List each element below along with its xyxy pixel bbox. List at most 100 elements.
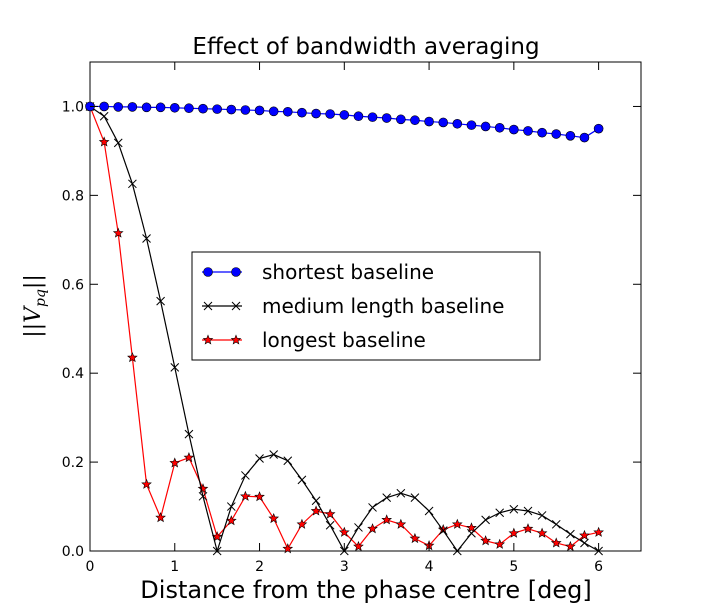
data-point (395, 518, 407, 529)
legend-label: medium length baseline (262, 294, 504, 318)
y-tick-label: 0.8 (62, 188, 84, 204)
data-point (98, 136, 110, 147)
data-point (127, 102, 138, 112)
data-point (297, 475, 307, 485)
data-point (127, 352, 138, 363)
data-point (494, 538, 506, 549)
data-point (255, 454, 264, 463)
data-point (269, 450, 279, 459)
data-point (241, 471, 250, 480)
data-point (537, 511, 547, 520)
data-point (437, 524, 449, 535)
legend-marker (230, 334, 242, 345)
data-point (142, 234, 151, 243)
y-tick-label: 1.0 (62, 99, 84, 115)
data-point (508, 527, 520, 538)
data-point (254, 105, 265, 116)
y-axis: 0.0 0.2 0.4 0.6 0.8 1.0 (62, 99, 641, 560)
data-point (367, 523, 378, 534)
data-point (297, 107, 307, 118)
data-point (169, 457, 181, 468)
data-point (112, 227, 124, 238)
data-point (141, 478, 152, 489)
data-point (409, 532, 421, 544)
data-point (466, 120, 477, 130)
data-point (128, 179, 137, 189)
data-point (310, 505, 322, 516)
plot-area (84, 61, 642, 556)
data-point (184, 429, 194, 439)
data-point (169, 102, 180, 113)
data-point (566, 529, 575, 539)
legend: shortest baseline medium length baseline l… (191, 251, 541, 361)
legend-marker (231, 301, 241, 311)
data-point (523, 126, 533, 136)
data-point (141, 102, 152, 113)
data-point (565, 540, 576, 552)
data-point (451, 518, 463, 529)
data-point (226, 104, 237, 115)
data-point (494, 122, 505, 133)
data-point (155, 512, 166, 523)
data-point (537, 127, 547, 138)
x-axis: 0 1 2 3 4 5 6 (86, 62, 603, 575)
data-point (325, 109, 335, 119)
data-point (325, 520, 335, 530)
chart-title: Effect of bandwidth averaging (192, 34, 539, 60)
y-tick-label: 0.2 (62, 455, 84, 471)
data-point (381, 514, 393, 525)
data-point (509, 124, 519, 135)
data-point (156, 296, 165, 306)
data-point (466, 522, 477, 533)
data-point (184, 103, 194, 114)
data-point (296, 518, 308, 529)
data-point (593, 526, 604, 537)
data-point (424, 506, 434, 516)
x-tick-label: 5 (509, 559, 518, 575)
data-point (338, 526, 350, 537)
data-point (550, 537, 562, 548)
y-tick-label: 0.4 (62, 366, 84, 382)
data-point (368, 503, 377, 512)
data-point (170, 363, 180, 372)
data-point (480, 121, 491, 132)
data-point (240, 105, 251, 115)
axes-frame (89, 61, 642, 552)
data-point (467, 528, 476, 538)
legend-entry: shortest baseline (202, 260, 434, 284)
data-point (197, 483, 209, 494)
data-point (198, 103, 208, 114)
data-point (99, 111, 109, 121)
data-point (311, 496, 321, 506)
x-tick-label: 3 (340, 559, 349, 575)
data-point (495, 508, 505, 518)
y-tick-label: 0.6 (62, 277, 84, 293)
legend-entry: medium length baseline (202, 294, 504, 318)
legend-entry: longest baseline (202, 328, 426, 352)
x-tick-label: 1 (170, 559, 179, 575)
data-point (396, 488, 406, 498)
x-axis-label: Distance from the phase centre [deg] (140, 576, 591, 604)
series-1 (85, 101, 604, 143)
data-point (254, 491, 265, 502)
y-axis-label-text: ||Vpq|| (21, 274, 49, 337)
x-tick-label: 6 (594, 559, 603, 575)
data-point (480, 535, 491, 546)
data-point (536, 527, 548, 538)
legend-label: longest baseline (262, 328, 426, 352)
series-3 (84, 100, 604, 554)
x-tick-label: 0 (86, 559, 95, 575)
data-point (523, 506, 533, 516)
data-point (354, 523, 363, 532)
data-point (481, 515, 490, 525)
legend-marker (231, 267, 241, 277)
data-point (593, 123, 604, 134)
data-point (522, 523, 534, 534)
data-point (212, 546, 222, 556)
data-point (410, 493, 420, 503)
data-point (382, 493, 392, 503)
data-point (268, 106, 279, 117)
data-point (113, 138, 123, 148)
data-point (396, 114, 406, 125)
